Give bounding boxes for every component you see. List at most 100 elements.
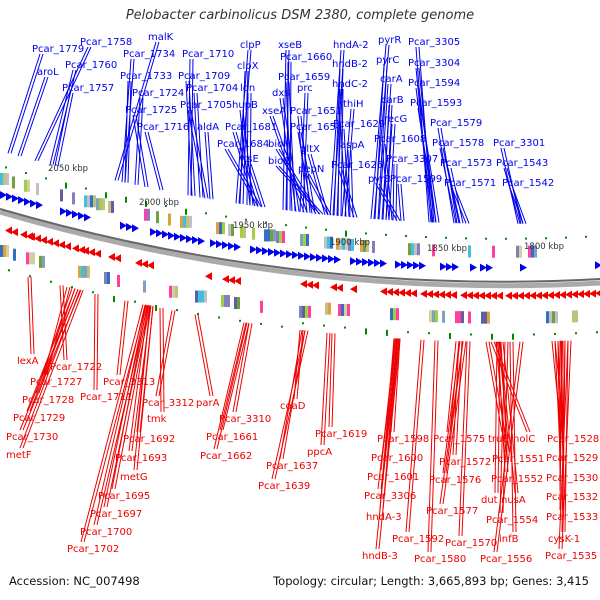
forward-gene-label[interactable]: hupB: [232, 100, 258, 111]
reverse-gene-label[interactable]: Pcar_1570: [445, 538, 497, 549]
reverse-gene-label[interactable]: Pcar_1575: [433, 434, 485, 445]
reverse-gene-label[interactable]: Pcar_1729: [13, 413, 65, 424]
reverse-gene-label[interactable]: Pcar_1528: [547, 434, 599, 445]
reverse-gene-label[interactable]: Pcar_1530: [546, 473, 598, 484]
forward-gene-label[interactable]: gltX: [300, 144, 320, 155]
reverse-gene-label[interactable]: Pcar_1533: [546, 512, 598, 523]
forward-gene-label[interactable]: Pcar_1710: [182, 49, 234, 60]
reverse-gene-label[interactable]: Pcar_1551: [492, 454, 544, 465]
forward-gene-label[interactable]: Pcar_1681: [225, 122, 277, 133]
forward-gene-label[interactable]: lon: [240, 83, 255, 94]
forward-gene-label[interactable]: Pcar_3304: [408, 58, 460, 69]
forward-gene-label[interactable]: carA: [380, 74, 403, 85]
forward-gene-label[interactable]: Pcar_1733: [120, 71, 172, 82]
reverse-gene-label[interactable]: Pcar_1577: [426, 506, 478, 517]
reverse-gene-label[interactable]: tmk: [147, 414, 167, 425]
reverse-gene-label[interactable]: Pcar_1601: [367, 472, 419, 483]
reverse-gene-label[interactable]: Pcar_1639: [258, 481, 310, 492]
forward-gene-label[interactable]: hndC-2: [332, 79, 368, 90]
forward-gene-label[interactable]: Pcar_1705: [180, 100, 232, 111]
reverse-gene-label[interactable]: Pcar_1598: [377, 434, 429, 445]
forward-gene-label[interactable]: Pcar_1651: [290, 106, 342, 117]
forward-gene-label[interactable]: Pcar_1579: [430, 118, 482, 129]
reverse-gene-label[interactable]: Pcar_1662: [200, 451, 252, 462]
forward-gene-label[interactable]: carB: [381, 95, 404, 106]
reverse-gene-label[interactable]: Pcar_1592: [392, 534, 444, 545]
reverse-gene-label[interactable]: Pcar_1702: [67, 544, 119, 555]
reverse-gene-label[interactable]: Pcar_3310: [219, 414, 271, 425]
reverse-gene-label[interactable]: hndA-3: [366, 512, 402, 523]
reverse-gene-label[interactable]: Pcar_1556: [480, 554, 532, 565]
forward-gene-label[interactable]: ftsE: [240, 154, 259, 165]
forward-gene-label[interactable]: Pcar_1684: [217, 139, 269, 150]
forward-gene-label[interactable]: Pcar_1734: [123, 49, 175, 60]
reverse-gene-label[interactable]: nusA: [501, 495, 526, 506]
reverse-gene-label[interactable]: Pcar_1532: [546, 492, 598, 503]
reverse-gene-label[interactable]: Pcar_1576: [429, 475, 481, 486]
reverse-gene-label[interactable]: Pcar_1554: [486, 515, 538, 526]
forward-gene-label[interactable]: clpP: [240, 40, 261, 51]
forward-gene-label[interactable]: pyrC: [376, 55, 399, 66]
forward-gene-label[interactable]: aroL: [37, 67, 59, 78]
reverse-gene-label[interactable]: Pcar_1722: [50, 362, 102, 373]
reverse-gene-label[interactable]: Pcar_1637: [266, 461, 318, 472]
forward-gene-label[interactable]: malK: [148, 32, 174, 43]
forward-gene-label[interactable]: Pcar_1654: [290, 122, 342, 133]
reverse-gene-label[interactable]: Pcar_3313: [103, 377, 155, 388]
reverse-gene-label[interactable]: truB: [488, 434, 509, 445]
forward-gene-label[interactable]: Pcar_1573: [440, 158, 492, 169]
forward-gene-label[interactable]: Pcar_1724: [132, 88, 184, 99]
forward-gene-label[interactable]: pyrR: [378, 35, 401, 46]
forward-gene-label[interactable]: pepN: [298, 164, 324, 175]
forward-gene-label[interactable]: pyrB: [368, 174, 391, 185]
reverse-gene-label[interactable]: Pcar_3306: [364, 491, 416, 502]
forward-gene-label[interactable]: Pcar_1593: [410, 98, 462, 109]
forward-gene-label[interactable]: Pcar_1704: [186, 83, 238, 94]
reverse-gene-label[interactable]: Pcar_1619: [315, 429, 367, 440]
forward-gene-label[interactable]: Pcar_1543: [496, 158, 548, 169]
forward-gene-label[interactable]: Pcar_3307: [386, 154, 438, 165]
reverse-gene-label[interactable]: Pcar_1727: [30, 377, 82, 388]
forward-gene-label[interactable]: Pcar_1578: [432, 138, 484, 149]
reverse-gene-label[interactable]: Pcar_1700: [80, 527, 132, 538]
forward-gene-label[interactable]: Pcar_1660: [280, 52, 332, 63]
forward-gene-label[interactable]: Pcar_1599: [390, 174, 442, 185]
forward-gene-label[interactable]: Pcar_1779: [32, 44, 84, 55]
reverse-gene-label[interactable]: Pcar_1711: [80, 392, 132, 403]
reverse-gene-label[interactable]: cysK-1: [548, 534, 580, 545]
reverse-gene-label[interactable]: ppcA: [307, 447, 332, 458]
reverse-gene-label[interactable]: Pcar_1730: [6, 432, 58, 443]
forward-gene-label[interactable]: dxs: [272, 88, 289, 99]
forward-gene-label[interactable]: xseA: [262, 106, 286, 117]
reverse-gene-label[interactable]: Pcar_1600: [371, 453, 423, 464]
forward-gene-label[interactable]: Pcar_1608: [374, 134, 426, 145]
reverse-gene-label[interactable]: Pcar_1552: [491, 474, 543, 485]
forward-gene-label[interactable]: Pcar_1626: [331, 160, 383, 171]
forward-gene-label[interactable]: bioC: [268, 156, 290, 167]
reverse-gene-label[interactable]: Pcar_1697: [90, 509, 142, 520]
reverse-gene-label[interactable]: lexA: [17, 356, 39, 367]
forward-gene-label[interactable]: recG: [384, 114, 407, 125]
forward-gene-label[interactable]: bioH: [268, 139, 291, 150]
reverse-gene-label[interactable]: Pcar_1695: [98, 491, 150, 502]
forward-gene-label[interactable]: Pcar_1571: [444, 178, 496, 189]
forward-gene-label[interactable]: aspA: [340, 140, 365, 151]
reverse-gene-label[interactable]: Pcar_1728: [22, 395, 74, 406]
forward-gene-label[interactable]: Pcar_1757: [62, 83, 114, 94]
reverse-gene-label[interactable]: Pcar_1692: [123, 434, 175, 445]
reverse-gene-label[interactable]: Pcar_1693: [115, 453, 167, 464]
reverse-gene-label[interactable]: Pcar_1580: [414, 554, 466, 565]
reverse-gene-label[interactable]: metF: [6, 450, 32, 461]
reverse-gene-label[interactable]: Pcar_1572: [439, 457, 491, 468]
reverse-gene-label[interactable]: parA: [196, 398, 220, 409]
forward-gene-label[interactable]: Pcar_3301: [493, 138, 545, 149]
forward-gene-label[interactable]: Pcar_1760: [65, 60, 117, 71]
forward-gene-label[interactable]: Pcar_3305: [408, 37, 460, 48]
forward-gene-label[interactable]: Pcar_1725: [125, 105, 177, 116]
reverse-gene-label[interactable]: Pcar_3312: [142, 398, 194, 409]
forward-gene-label[interactable]: Pcar_1629: [333, 119, 385, 130]
forward-gene-label[interactable]: Pcar_1709: [178, 71, 230, 82]
forward-gene-label[interactable]: Pcar_1659: [278, 72, 330, 83]
forward-gene-label[interactable]: Pcar_1758: [80, 37, 132, 48]
reverse-gene-label[interactable]: Pcar_1661: [206, 432, 258, 443]
